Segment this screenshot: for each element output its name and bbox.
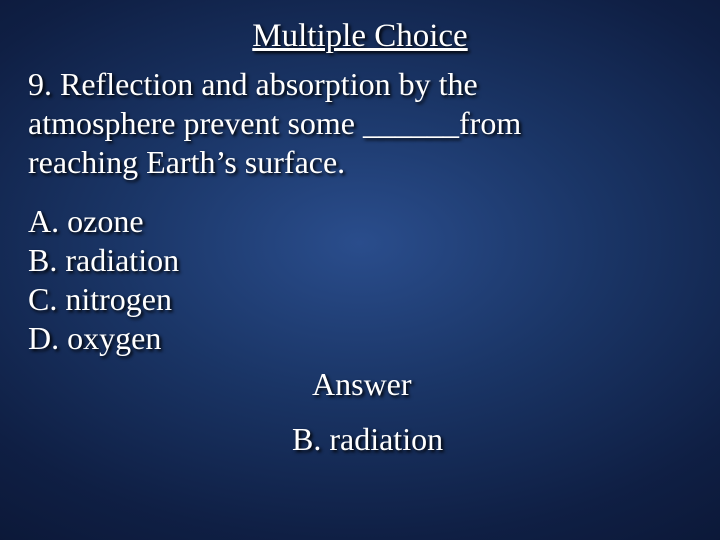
answer-label: Answer [312,366,692,403]
slide-title: Multiple Choice [28,18,692,55]
answer-choices: A. ozone B. radiation C. nitrogen D. oxy… [28,202,692,358]
question-line-2: atmosphere prevent some ______from [28,104,692,143]
choice-d: D. oxygen [28,319,692,358]
choice-b: B. radiation [28,241,692,280]
question-line-3: reaching Earth’s surface. [28,143,692,182]
choice-c: C. nitrogen [28,280,692,319]
answer-value: B. radiation [292,421,692,458]
question-line-1: 9. Reflection and absorption by the [28,65,692,104]
question-text: 9. Reflection and absorption by the atmo… [28,65,692,182]
choice-a: A. ozone [28,202,692,241]
